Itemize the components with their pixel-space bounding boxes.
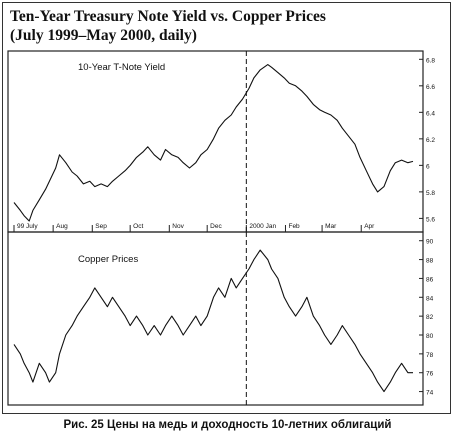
yield-y-tick-label: 6.4 bbox=[426, 110, 435, 117]
copper-y-tick-label: 78 bbox=[426, 352, 434, 359]
copper-y-tick-label: 90 bbox=[426, 239, 434, 246]
yield-series-line bbox=[13, 64, 414, 222]
yield-y-tick-label: 6.2 bbox=[426, 137, 435, 144]
copper-y-tick-label: 84 bbox=[426, 295, 434, 302]
x-tick-label: Dec bbox=[210, 223, 222, 230]
copper-series bbox=[13, 249, 413, 393]
yield-y-tick-label: 6 bbox=[426, 163, 430, 170]
copper-y-tick-label: 74 bbox=[426, 390, 434, 397]
x-tick-label: 2000 Jan bbox=[249, 223, 276, 230]
yield-y-tick-label: 6.8 bbox=[426, 57, 435, 64]
figure-frame bbox=[2, 2, 451, 414]
x-tick-label: Sep bbox=[95, 223, 107, 230]
copper-y-tick-label: 82 bbox=[426, 314, 434, 321]
x-tick-label: Apr bbox=[364, 223, 375, 230]
copper-plot-frame bbox=[7, 231, 424, 406]
x-tick-label: Nov bbox=[172, 223, 184, 230]
copper-y-tick-label: 86 bbox=[426, 276, 434, 283]
yield-series-label: 10-Year T-Note Yield bbox=[78, 62, 165, 73]
copper-panel: Copper Prices 74 76 78 80 82 84 86 88 90 bbox=[7, 231, 434, 406]
yield-panel: 10-Year T-Note Yield 5.6 5.8 6 6.2 6.4 6.6 6.8… bbox=[7, 50, 435, 233]
copper-series-label: Copper Prices bbox=[78, 254, 138, 265]
copper-y-axis: 74 76 78 80 82 84 86 88 90 bbox=[419, 239, 434, 397]
yield-plot-frame bbox=[7, 50, 424, 233]
copper-series-line bbox=[13, 249, 413, 393]
x-tick-label: Mar bbox=[325, 223, 337, 230]
yield-y-tick-label: 5.6 bbox=[426, 216, 435, 223]
x-tick-label: Oct bbox=[133, 223, 143, 230]
yield-y-axis: 5.6 5.8 6 6.2 6.4 6.6 6.8 bbox=[419, 57, 435, 223]
x-axis: 99 July Aug Sep Oct Nov Dec 2000 Jan Feb Mar Apr bbox=[13, 223, 375, 232]
x-tick-label: 99 July bbox=[17, 223, 38, 230]
x-tick-label: Aug bbox=[56, 223, 68, 230]
yield-y-tick-label: 5.8 bbox=[426, 190, 435, 197]
yield-y-tick-label: 6.6 bbox=[426, 84, 435, 91]
copper-y-tick-label: 76 bbox=[426, 371, 434, 378]
copper-y-tick-label: 80 bbox=[426, 333, 434, 340]
x-tick-label: Feb bbox=[288, 223, 300, 230]
chart-subtitle: (July 1999–May 2000, daily) bbox=[10, 27, 197, 44]
copper-y-tick-label: 88 bbox=[426, 258, 434, 265]
chart-title: Ten-Year Treasury Note Yield vs. Copper … bbox=[10, 8, 326, 25]
figure-caption: Рис. 25 Цены на медь и доходность 10-лет… bbox=[63, 419, 392, 431]
yield-series bbox=[13, 64, 414, 222]
